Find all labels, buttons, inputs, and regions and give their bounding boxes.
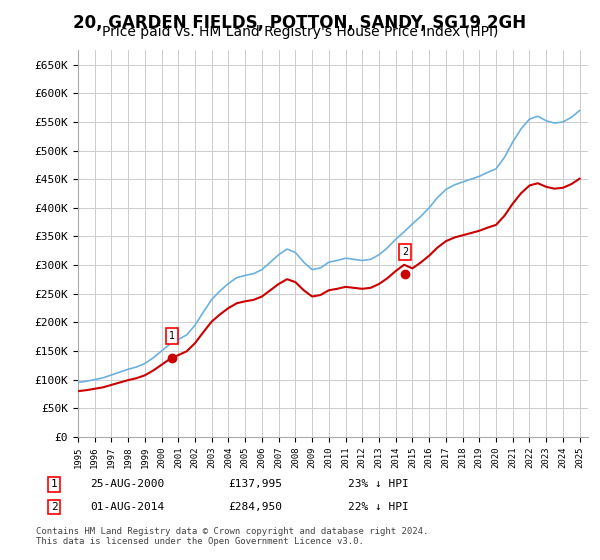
- Text: 22% ↓ HPI: 22% ↓ HPI: [348, 502, 409, 512]
- Text: Contains HM Land Registry data © Crown copyright and database right 2024.
This d: Contains HM Land Registry data © Crown c…: [36, 526, 428, 546]
- Text: £137,995: £137,995: [228, 479, 282, 489]
- Text: 2: 2: [402, 247, 409, 257]
- Text: Price paid vs. HM Land Registry's House Price Index (HPI): Price paid vs. HM Land Registry's House …: [102, 25, 498, 39]
- Text: 2: 2: [50, 502, 58, 512]
- Text: 20, GARDEN FIELDS, POTTON, SANDY, SG19 2GH: 20, GARDEN FIELDS, POTTON, SANDY, SG19 2…: [73, 14, 527, 32]
- Text: 25-AUG-2000: 25-AUG-2000: [90, 479, 164, 489]
- Text: 1: 1: [169, 331, 176, 341]
- Text: 1: 1: [50, 479, 58, 489]
- Text: £284,950: £284,950: [228, 502, 282, 512]
- Text: 01-AUG-2014: 01-AUG-2014: [90, 502, 164, 512]
- Text: 23% ↓ HPI: 23% ↓ HPI: [348, 479, 409, 489]
